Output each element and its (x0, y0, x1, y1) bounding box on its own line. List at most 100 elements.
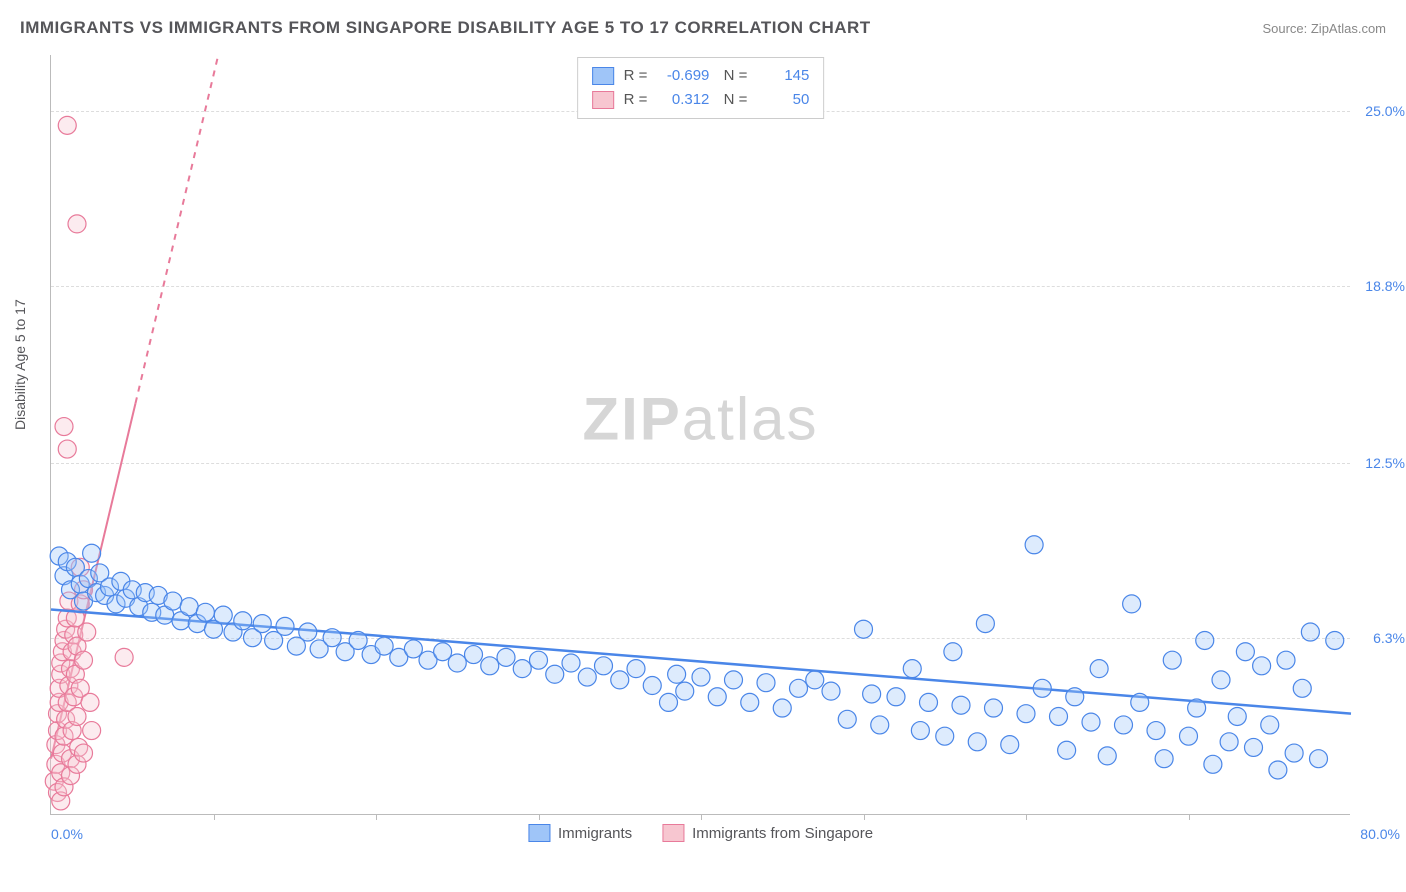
data-point (708, 688, 726, 706)
data-point (1147, 722, 1165, 740)
xtick (1026, 814, 1027, 820)
data-point (1115, 716, 1133, 734)
legend-swatch-1 (662, 824, 684, 842)
bottom-legend: Immigrants Immigrants from Singapore (528, 824, 873, 842)
data-point (81, 693, 99, 711)
legend-label-1: Immigrants from Singapore (692, 825, 873, 842)
n-value-0: 145 (757, 64, 809, 88)
data-point (323, 629, 341, 647)
data-point (253, 615, 271, 633)
data-point (1293, 679, 1311, 697)
data-point (643, 677, 661, 695)
source-attribution: Source: ZipAtlas.com (1262, 21, 1386, 36)
data-point (434, 643, 452, 661)
data-point (1180, 727, 1198, 745)
data-point (1204, 755, 1222, 773)
data-point (1033, 679, 1051, 697)
data-point (725, 671, 743, 689)
data-point (806, 671, 824, 689)
data-point (83, 722, 101, 740)
data-point (627, 660, 645, 678)
data-point (1301, 623, 1319, 641)
ytick-label: 18.8% (1365, 278, 1405, 294)
data-point (741, 693, 759, 711)
data-point (1082, 713, 1100, 731)
data-point (448, 654, 466, 672)
plot-area: ZIPatlas 6.3%12.5%18.8%25.0% R = -0.699 … (50, 55, 1350, 815)
legend-label-0: Immigrants (558, 825, 632, 842)
data-point (1310, 750, 1328, 768)
xtick (701, 814, 702, 820)
data-point (58, 116, 76, 134)
data-point (513, 660, 531, 678)
data-point (404, 640, 422, 658)
xtick (376, 814, 377, 820)
data-point (1236, 643, 1254, 661)
data-point (1188, 699, 1206, 717)
n-label: N = (719, 64, 747, 88)
data-point (887, 688, 905, 706)
data-point (1228, 707, 1246, 725)
data-point (944, 643, 962, 661)
data-point (276, 617, 294, 635)
data-point (1155, 750, 1173, 768)
data-point (83, 544, 101, 562)
swatch-series-1 (592, 91, 614, 109)
data-point (375, 637, 393, 655)
data-point (1253, 657, 1271, 675)
data-point (68, 707, 86, 725)
data-point (757, 674, 775, 692)
data-point (773, 699, 791, 717)
data-point (595, 657, 613, 675)
xtick (1189, 814, 1190, 820)
data-point (214, 606, 232, 624)
xtick (539, 814, 540, 820)
r-value-0: -0.699 (657, 64, 709, 88)
y-axis-title: Disability Age 5 to 17 (12, 299, 28, 430)
data-point (985, 699, 1003, 717)
xtick (214, 814, 215, 820)
data-point (1123, 595, 1141, 613)
data-point (838, 710, 856, 728)
data-point (349, 631, 367, 649)
data-point (196, 603, 214, 621)
data-point (1220, 733, 1238, 751)
chart-header: IMMIGRANTS VS IMMIGRANTS FROM SINGAPORE … (20, 18, 1386, 38)
data-point (75, 744, 93, 762)
data-point (822, 682, 840, 700)
ytick-label: 12.5% (1365, 455, 1405, 471)
data-point (911, 722, 929, 740)
data-point (68, 215, 86, 233)
stats-row-series-1: R = 0.312 N = 50 (592, 88, 810, 112)
data-point (497, 648, 515, 666)
data-point (968, 733, 986, 751)
data-point (1196, 631, 1214, 649)
stats-legend-box: R = -0.699 N = 145 R = 0.312 N = 50 (577, 57, 825, 119)
ytick-label: 25.0% (1365, 103, 1405, 119)
data-point (1261, 716, 1279, 734)
data-point (1285, 744, 1303, 762)
data-point (1326, 631, 1344, 649)
chart-svg (51, 55, 1350, 814)
data-point (78, 623, 96, 641)
data-point (546, 665, 564, 683)
data-point (1163, 651, 1181, 669)
data-point (676, 682, 694, 700)
data-point (611, 671, 629, 689)
data-point (1066, 688, 1084, 706)
stats-row-series-0: R = -0.699 N = 145 (592, 64, 810, 88)
data-point (692, 668, 710, 686)
data-point (58, 440, 76, 458)
data-point (1090, 660, 1108, 678)
swatch-series-0 (592, 67, 614, 85)
data-point (863, 685, 881, 703)
data-point (1001, 736, 1019, 754)
data-point (920, 693, 938, 711)
x-axis-max-label: 80.0% (1360, 826, 1400, 842)
data-point (1277, 651, 1295, 669)
data-point (871, 716, 889, 734)
data-point (578, 668, 596, 686)
data-point (660, 693, 678, 711)
legend-swatch-0 (528, 824, 550, 842)
data-point (936, 727, 954, 745)
